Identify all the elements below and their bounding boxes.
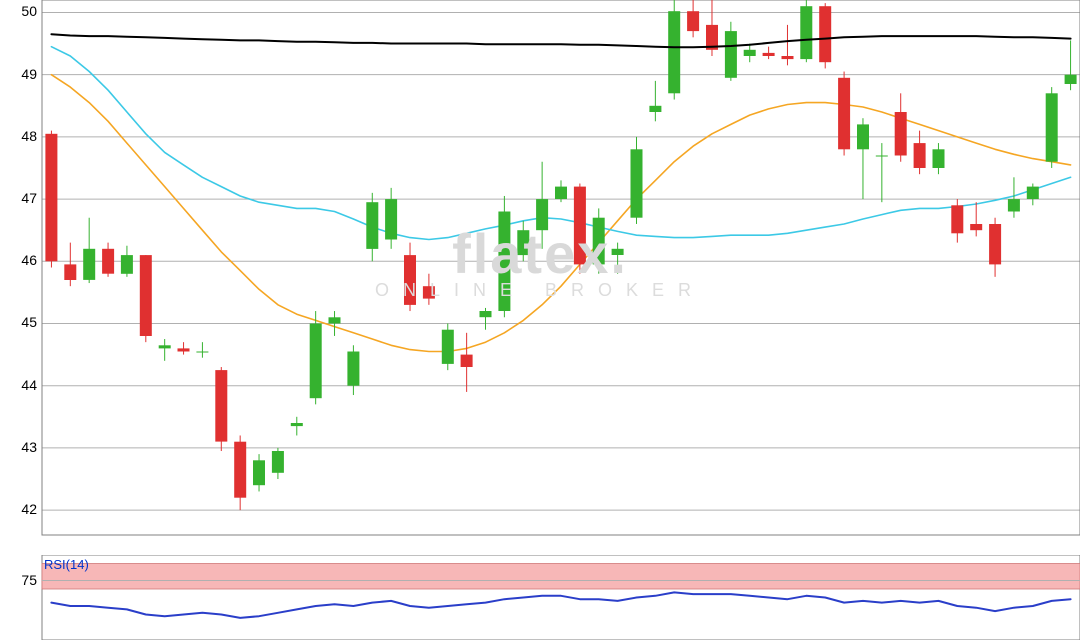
y-tick-label: 48 xyxy=(3,128,37,144)
price-plot xyxy=(0,0,1080,555)
y-tick-label: 43 xyxy=(3,439,37,455)
rsi-y-tick-label: 75 xyxy=(3,572,37,588)
y-tick-label: 44 xyxy=(3,377,37,393)
rsi-plot xyxy=(0,555,1080,640)
rsi-panel: RSI(14) 75 xyxy=(0,555,1080,640)
y-tick-label: 42 xyxy=(3,501,37,517)
rsi-label: RSI(14) xyxy=(44,557,89,572)
price-panel: flatex. ONLINE BROKER 424344454647484950 xyxy=(0,0,1080,555)
y-tick-label: 47 xyxy=(3,190,37,206)
y-tick-label: 49 xyxy=(3,66,37,82)
y-tick-label: 50 xyxy=(3,3,37,19)
chart-container: flatex. ONLINE BROKER 424344454647484950… xyxy=(0,0,1080,640)
y-tick-label: 46 xyxy=(3,252,37,268)
y-tick-label: 45 xyxy=(3,314,37,330)
